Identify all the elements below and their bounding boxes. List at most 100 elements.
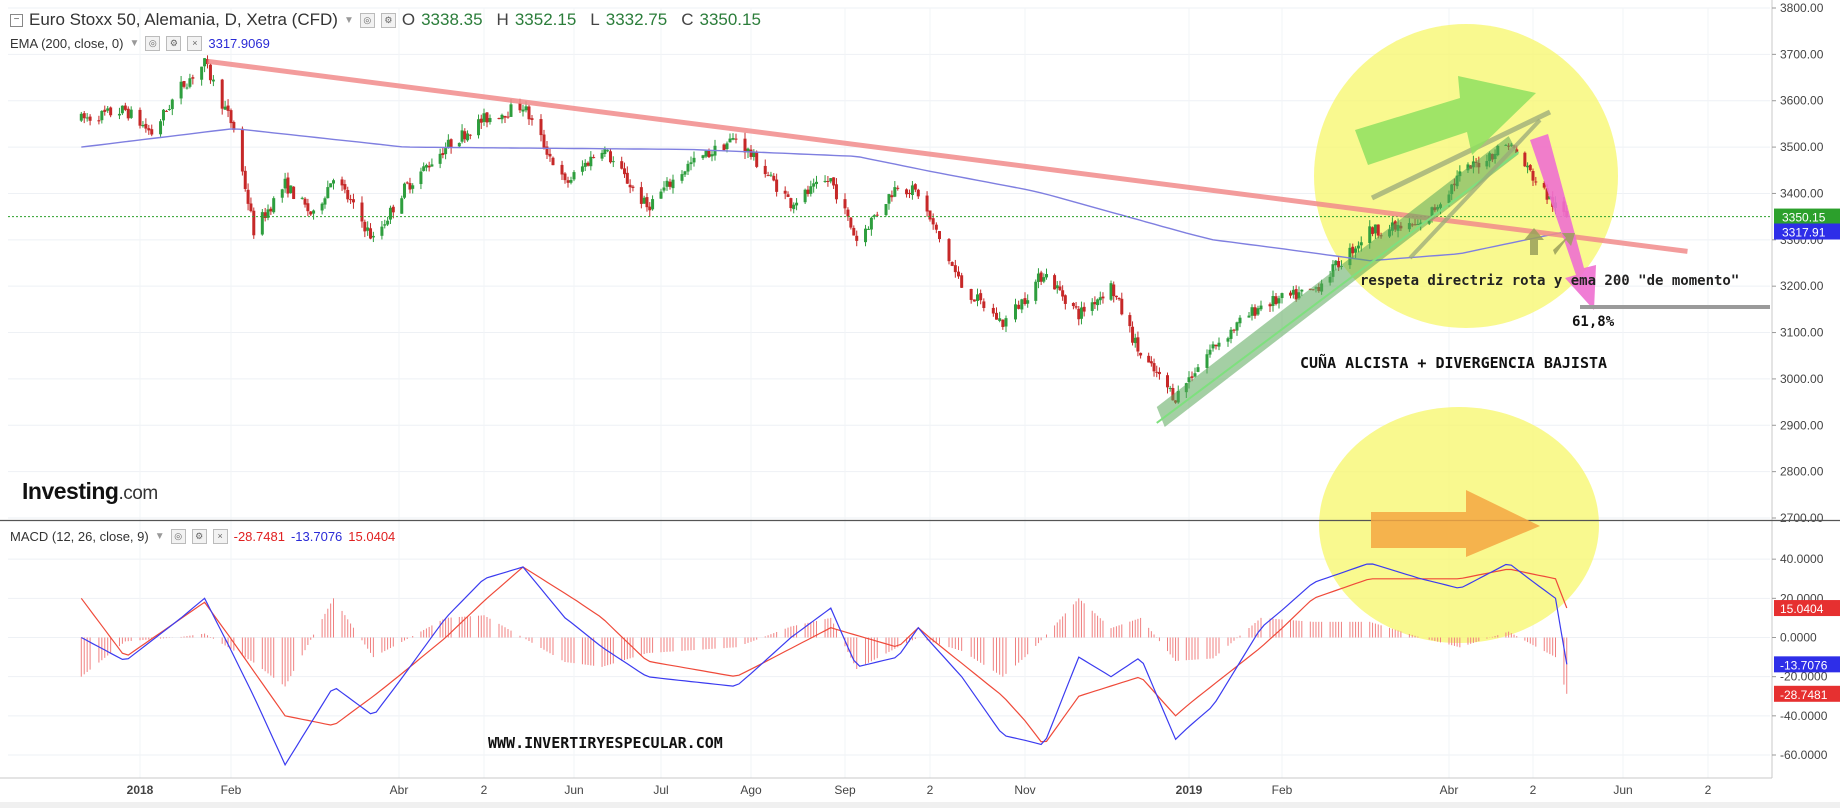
candle-body <box>303 198 307 205</box>
candle-body <box>1026 300 1030 304</box>
macd-line-value: -13.7076 <box>290 529 343 544</box>
collapse-icon[interactable]: − <box>10 13 23 27</box>
eye-icon[interactable]: ◎ <box>145 36 161 51</box>
candle-body <box>252 210 256 236</box>
candle-body <box>752 152 756 158</box>
wedge-support-line <box>1156 151 1520 424</box>
candle-body <box>159 121 163 135</box>
candle-body <box>191 77 195 79</box>
candle-body <box>402 183 406 198</box>
candle-body <box>665 180 669 187</box>
candle-body <box>1114 295 1118 298</box>
time-axis-label: Nov <box>1014 783 1035 797</box>
candle-body <box>743 138 747 153</box>
candle-body <box>680 174 684 181</box>
candle-body <box>916 189 920 197</box>
candle-body <box>872 215 876 217</box>
candle-body <box>998 318 1002 321</box>
candle-body <box>240 128 244 172</box>
candle-body <box>1271 296 1275 306</box>
candle-body <box>103 109 107 112</box>
time-axis-label: Abr <box>1440 783 1459 797</box>
candle-body <box>1523 152 1527 167</box>
candle-body <box>792 204 796 210</box>
candle-body <box>300 197 304 199</box>
candle-body <box>671 179 675 189</box>
close-icon[interactable]: × <box>212 529 228 544</box>
close-icon[interactable]: × <box>187 36 203 51</box>
candle-body <box>246 189 250 204</box>
candle-body <box>167 108 171 110</box>
candle-body <box>734 138 738 140</box>
candle-body <box>957 271 960 277</box>
time-axis-label: Abr <box>390 783 409 797</box>
eye-icon[interactable]: ◎ <box>359 12 375 28</box>
candle-body <box>360 202 364 222</box>
macd-signal-line <box>80 566 1568 743</box>
settings-icon[interactable]: ⚙ <box>166 36 182 51</box>
eye-icon[interactable]: ◎ <box>170 529 186 544</box>
candle-body <box>272 198 276 213</box>
candle-body <box>346 189 350 200</box>
symbol-title: Euro Stoxx 50, Alemania, D, Xetra (CFD) <box>29 10 338 29</box>
settings-icon[interactable]: ⚙ <box>380 12 396 28</box>
logo-brand: Investing <box>22 478 119 504</box>
candle-body <box>707 150 711 158</box>
candle-body <box>524 106 528 111</box>
candle-body <box>769 174 773 176</box>
candle-body <box>1053 275 1057 290</box>
candle-body <box>323 198 327 205</box>
price-axis-label: 2800.00 <box>1780 465 1824 479</box>
candle-body <box>826 180 830 182</box>
candle-body <box>1061 290 1065 297</box>
candle-body <box>686 163 690 172</box>
chevron-down-icon[interactable]: ▼ <box>129 38 140 49</box>
candle-body <box>466 133 470 141</box>
candle-body <box>1136 337 1140 352</box>
candle-body <box>1055 285 1059 289</box>
chevron-down-icon[interactable]: ▼ <box>154 531 165 542</box>
candle-body <box>106 108 110 111</box>
price-axis-label: 3400.00 <box>1780 186 1824 200</box>
bottom-toolbar <box>0 802 1840 808</box>
candle-body <box>950 262 954 266</box>
candle-body <box>309 211 313 215</box>
candle-body <box>645 197 649 208</box>
candle-body <box>1250 307 1254 316</box>
candle-body <box>651 199 655 210</box>
candle-body <box>266 209 270 218</box>
candle-body <box>123 105 127 110</box>
time-axis-label: Jun <box>564 783 583 797</box>
candle-body <box>1259 305 1263 310</box>
candle-body <box>126 108 130 119</box>
candle-body <box>1226 338 1230 342</box>
candle-body <box>200 66 204 80</box>
candle-body <box>419 171 423 185</box>
candle-body <box>755 151 759 167</box>
candle-body <box>1152 363 1156 372</box>
candle-body <box>369 228 373 239</box>
candle-body <box>866 228 870 230</box>
settings-icon[interactable]: ⚙ <box>191 529 207 544</box>
candle-body <box>934 224 938 230</box>
candle-body <box>260 212 264 235</box>
macd-badge <box>1774 685 1840 702</box>
website-annotation: WWW.INVERTIRYESPECULAR.COM <box>488 734 723 752</box>
time-axis-label: Jun <box>1613 783 1632 797</box>
candle-body <box>1359 242 1363 246</box>
candle-body <box>623 168 627 175</box>
pink-down-arrow <box>1530 134 1596 310</box>
candle-body <box>1368 226 1372 244</box>
small-diag-arrow <box>1553 233 1575 255</box>
candle-body <box>834 184 838 200</box>
candle-body <box>79 113 83 121</box>
candle-body <box>147 128 151 131</box>
candle-body <box>223 106 227 110</box>
chevron-down-icon[interactable]: ▼ <box>343 14 354 26</box>
candle-body <box>910 185 914 196</box>
candle-body <box>1256 308 1260 315</box>
candle-body <box>1157 371 1161 375</box>
candle-body <box>812 183 816 187</box>
candle-body <box>731 138 735 140</box>
